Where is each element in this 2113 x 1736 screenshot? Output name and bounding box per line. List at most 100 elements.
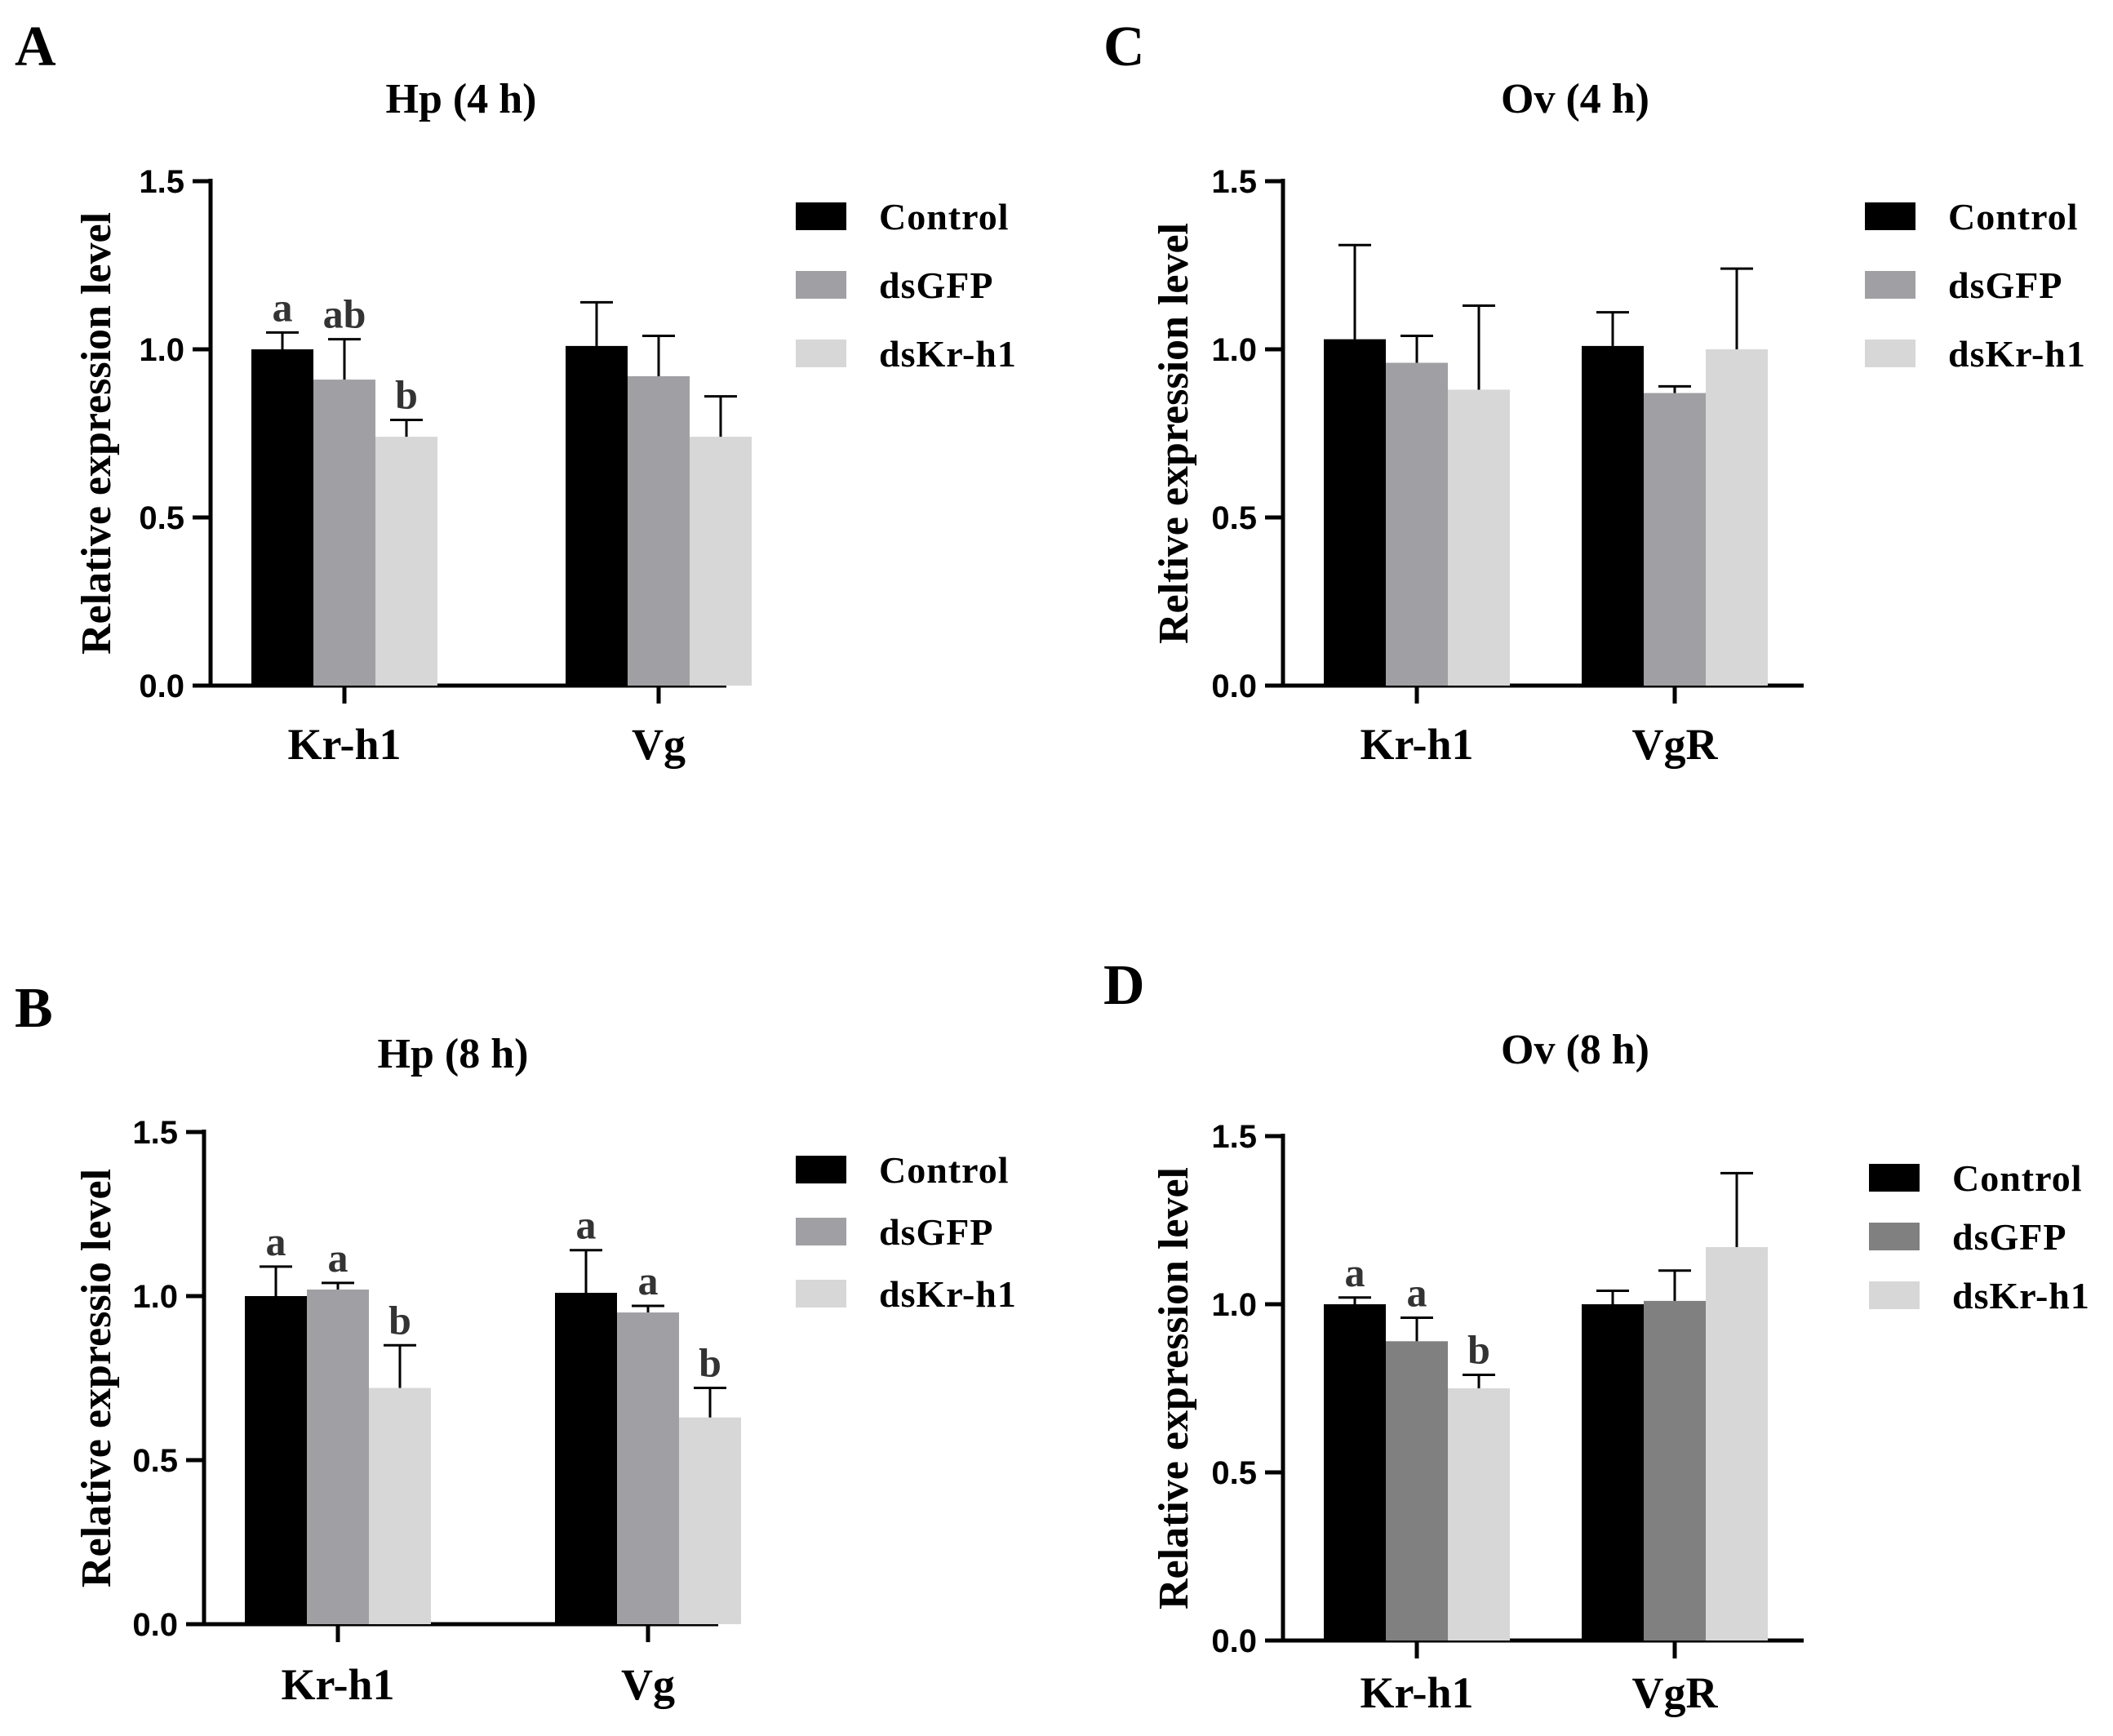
legend-swatch-c-control bbox=[1865, 202, 1915, 230]
panel-letter-d: D bbox=[1103, 954, 1145, 1017]
significance-label-d: a bbox=[1345, 1250, 1365, 1295]
bar-c-vgr-dskr-h1 bbox=[1706, 349, 1768, 686]
y-tick-label-b: 0.5 bbox=[132, 1443, 178, 1479]
chart-panel-d: D Ov (8 h) Relative expression level 0.0 0.5… bbox=[1103, 954, 2090, 1717]
y-tick-label-c: 1.5 bbox=[1211, 164, 1257, 200]
bar-b-kr-h1-control bbox=[245, 1296, 307, 1624]
y-tick-label-b: 1.0 bbox=[132, 1279, 178, 1315]
x-tick-label-d: VgR bbox=[1632, 1668, 1719, 1717]
significance-label-b: b bbox=[699, 1340, 721, 1386]
legend-label-c-control: Control bbox=[1948, 196, 2079, 238]
bar-a-vg-dsgfp bbox=[628, 375, 690, 686]
x-tick-label-b: Vg bbox=[621, 1660, 675, 1709]
legend-label-b-dskr-h1: dsKr-h1 bbox=[879, 1273, 1017, 1315]
y-tick-label-c: 0.0 bbox=[1211, 668, 1257, 704]
y-tick-label-a: 1.0 bbox=[139, 332, 184, 368]
bar-b-kr-h1-dskr-h1 bbox=[369, 1387, 431, 1624]
panel-letter-a: A bbox=[15, 16, 56, 78]
bar-b-vg-control bbox=[555, 1292, 617, 1624]
bar-c-kr-h1-control bbox=[1324, 339, 1386, 686]
bar-d-vgr-dsgfp bbox=[1644, 1300, 1706, 1641]
x-tick-label-b: Kr-h1 bbox=[282, 1660, 395, 1709]
bar-b-vg-dskr-h1 bbox=[679, 1417, 741, 1624]
legend-label-c-dsgfp: dsGFP bbox=[1948, 264, 2062, 306]
legend-swatch-a-dsgfp bbox=[796, 271, 846, 299]
significance-label-a: b bbox=[395, 372, 418, 418]
significance-label-a: a bbox=[273, 284, 293, 330]
x-tick-label-d: Kr-h1 bbox=[1361, 1668, 1474, 1717]
x-tick-label-a: Vg bbox=[632, 720, 686, 769]
legend-swatch-d-dskr-h1 bbox=[1869, 1281, 1920, 1309]
legend-label-b-dsgfp: dsGFP bbox=[879, 1211, 993, 1253]
bar-c-vgr-control bbox=[1582, 345, 1644, 686]
y-tick-label-a: 1.5 bbox=[139, 164, 184, 200]
chart-panel-c: C Ov (4 h) Reltive expression level 0.0 0.5 1… bbox=[1103, 16, 2086, 769]
x-tick-label-c: Kr-h1 bbox=[1361, 720, 1474, 769]
significance-label-b: a bbox=[266, 1219, 286, 1264]
legend-swatch-a-dskr-h1 bbox=[796, 340, 846, 367]
bar-b-kr-h1-dsgfp bbox=[307, 1289, 369, 1624]
legend-swatch-d-dsgfp bbox=[1869, 1223, 1920, 1250]
y-tick-label-a: 0.0 bbox=[139, 668, 184, 704]
y-tick-label-b: 0.0 bbox=[132, 1607, 178, 1643]
legend-swatch-c-dskr-h1 bbox=[1865, 340, 1915, 367]
legend-label-d-control: Control bbox=[1952, 1157, 2083, 1199]
y-tick-label-d: 0.5 bbox=[1211, 1455, 1257, 1491]
bar-d-kr-h1-dsgfp bbox=[1386, 1341, 1448, 1641]
legend-swatch-c-dsgfp bbox=[1865, 271, 1915, 299]
bar-c-vgr-dsgfp bbox=[1644, 393, 1706, 686]
chart-panel-b: B Hp (8 h) Relative expressio level 0.0 0.5 1… bbox=[15, 977, 1017, 1709]
significance-label-b: a bbox=[638, 1258, 659, 1303]
bar-a-kr-h1-dskr-h1 bbox=[375, 437, 437, 686]
y-tick-label-b: 1.5 bbox=[132, 1115, 178, 1151]
bar-d-kr-h1-dskr-h1 bbox=[1448, 1388, 1510, 1641]
y-tick-label-d: 1.5 bbox=[1211, 1119, 1257, 1155]
y-tick-label-c: 1.0 bbox=[1211, 332, 1257, 368]
y-tick-label-a: 0.5 bbox=[139, 500, 184, 536]
y-tick-label-d: 1.0 bbox=[1211, 1287, 1257, 1323]
bar-a-vg-dskr-h1 bbox=[690, 437, 752, 686]
legend-swatch-d-control bbox=[1869, 1164, 1920, 1192]
bar-c-kr-h1-dskr-h1 bbox=[1448, 389, 1510, 686]
panel-letter-b: B bbox=[15, 977, 53, 1040]
significance-label-d: b bbox=[1467, 1327, 1490, 1373]
legend-label-b-control: Control bbox=[879, 1149, 1010, 1191]
bar-b-vg-dsgfp bbox=[617, 1312, 679, 1624]
legend-label-a-dsgfp: dsGFP bbox=[879, 264, 993, 306]
legend-label-a-dskr-h1: dsKr-h1 bbox=[879, 333, 1017, 375]
significance-label-b: b bbox=[388, 1297, 411, 1343]
chart-title-d: Ov (8 h) bbox=[1501, 1027, 1649, 1073]
legend-label-d-dsgfp: dsGFP bbox=[1952, 1216, 2066, 1258]
significance-label-d: a bbox=[1407, 1269, 1427, 1315]
legend-label-a-control: Control bbox=[879, 196, 1010, 238]
y-axis-label-a: Relative expression level bbox=[73, 212, 120, 655]
legend-swatch-a-control bbox=[796, 202, 846, 230]
x-tick-label-c: VgR bbox=[1632, 720, 1719, 769]
significance-label-b: a bbox=[328, 1235, 348, 1281]
bar-a-vg-control bbox=[566, 345, 628, 686]
y-tick-label-d: 0.0 bbox=[1211, 1623, 1257, 1659]
legend-swatch-b-dskr-h1 bbox=[796, 1280, 846, 1308]
legend-swatch-b-dsgfp bbox=[796, 1218, 846, 1245]
chart-title-c: Ov (4 h) bbox=[1501, 76, 1649, 122]
chart-title-b: Hp (8 h) bbox=[378, 1031, 529, 1077]
bar-c-kr-h1-dsgfp bbox=[1386, 362, 1448, 686]
bar-d-vgr-control bbox=[1582, 1304, 1644, 1641]
x-tick-label-a: Kr-h1 bbox=[288, 720, 402, 769]
legend-label-c-dskr-h1: dsKr-h1 bbox=[1948, 333, 2086, 375]
legend-swatch-b-control bbox=[796, 1156, 846, 1183]
significance-label-b: a bbox=[576, 1202, 597, 1248]
bar-d-vgr-dskr-h1 bbox=[1706, 1246, 1768, 1641]
bar-a-kr-h1-dsgfp bbox=[313, 380, 375, 686]
y-axis-label-c: Reltive expression level bbox=[1151, 223, 1197, 644]
y-axis-label-d: Relative expression level bbox=[1151, 1167, 1197, 1609]
chart-title-a: Hp (4 h) bbox=[386, 76, 537, 122]
chart-panel-a: A Hp (4 h) Relative expression level 0.0 0.5… bbox=[15, 16, 1017, 769]
bar-d-kr-h1-control bbox=[1324, 1304, 1386, 1641]
legend-label-d-dskr-h1: dsKr-h1 bbox=[1952, 1275, 2090, 1316]
y-axis-label-b: Relative expressio level bbox=[73, 1169, 120, 1587]
panel-letter-c: C bbox=[1103, 16, 1145, 78]
bar-a-kr-h1-control bbox=[251, 349, 313, 686]
significance-label-a: ab bbox=[323, 291, 366, 337]
